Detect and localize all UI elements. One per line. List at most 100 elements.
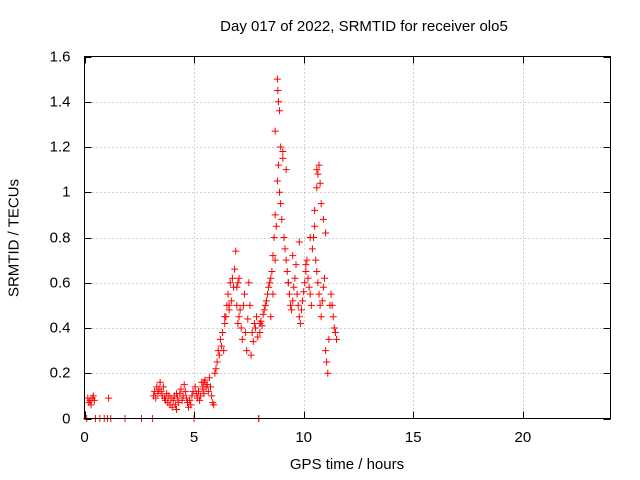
data-point: [205, 374, 213, 382]
data-point: [312, 256, 320, 264]
data-point: [266, 279, 274, 287]
data-point: [305, 283, 313, 291]
data-point: [267, 313, 275, 321]
data-point: [186, 396, 194, 404]
data-point: [330, 324, 338, 332]
y-tick-label: 1.2: [49, 138, 71, 156]
data-point: [246, 301, 254, 309]
data-point: [316, 301, 324, 309]
data-point: [307, 301, 315, 309]
data-point: [277, 143, 285, 151]
data-point: [204, 387, 212, 395]
y-tick-label: 0.2: [49, 364, 71, 382]
data-point: [271, 256, 279, 264]
data-point: [235, 313, 243, 321]
data-point: [200, 378, 208, 386]
data-point: [324, 369, 332, 377]
data-point: [306, 290, 314, 298]
data-point: [319, 283, 327, 291]
data-point: [239, 301, 247, 309]
x-tick-label: 20: [514, 428, 532, 446]
data-point: [235, 274, 243, 282]
x-tick-label: 15: [404, 428, 422, 446]
data-point: [87, 401, 95, 409]
data-point: [282, 166, 290, 174]
data-point: [231, 265, 239, 273]
data-point: [242, 329, 250, 337]
data-point: [319, 215, 327, 223]
data-point: [248, 329, 256, 337]
data-point: [279, 154, 287, 162]
data-point: [295, 313, 303, 321]
data-point: [208, 392, 216, 400]
y-tick-label: 0.6: [49, 274, 71, 292]
data-point: [269, 290, 277, 298]
data-point: [261, 301, 269, 309]
data-point: [253, 313, 261, 321]
data-point: [215, 351, 223, 359]
data-point: [240, 290, 248, 298]
data-point: [178, 396, 186, 404]
data-point: [274, 161, 282, 169]
x-tick-label: 0: [80, 428, 89, 446]
data-point: [196, 396, 204, 404]
grid-lines: [84, 56, 611, 419]
data-point: [282, 256, 290, 264]
tick-marks: [84, 56, 611, 420]
data-point: [314, 170, 322, 178]
data-point: [297, 306, 305, 314]
y-tick-label: 0.4: [49, 319, 71, 337]
data-point: [256, 319, 264, 327]
data-point: [89, 392, 97, 400]
data-point: [269, 252, 277, 260]
data-point: [314, 279, 322, 287]
data-point: [274, 98, 282, 106]
data-point: [180, 381, 188, 389]
data-point: [313, 184, 321, 192]
data-point: [244, 315, 252, 323]
data-point: [300, 288, 308, 296]
data-point: [278, 215, 286, 223]
data-point: [318, 297, 326, 305]
data-point: [259, 310, 267, 318]
data-point: [287, 301, 295, 309]
data-point: [271, 127, 279, 135]
data-point: [322, 347, 330, 355]
data-point: [105, 394, 113, 402]
data-point: [290, 283, 298, 291]
data-point: [221, 319, 229, 327]
data-point: [280, 234, 288, 241]
data-point: [291, 274, 299, 282]
data-point: [237, 324, 245, 332]
data-point: [325, 335, 333, 343]
data-point: [191, 383, 199, 391]
data-point: [281, 245, 289, 253]
data-point: [211, 369, 219, 377]
data-point: [234, 319, 242, 327]
data-point: [220, 347, 228, 355]
data-point: [188, 392, 196, 400]
data-point: [265, 283, 273, 291]
data-point: [302, 267, 310, 275]
data-point: [169, 396, 177, 404]
data-point: [293, 290, 301, 298]
data-point: [177, 385, 185, 393]
plot-frame: [84, 56, 611, 419]
data-point: [251, 324, 259, 332]
data-point: [322, 229, 330, 237]
data-point: [217, 342, 225, 350]
data-point: [292, 261, 300, 269]
data-point: [224, 290, 232, 298]
data-point: [323, 358, 331, 366]
data-point: [289, 297, 297, 305]
data-point: [159, 383, 167, 391]
data-point: [216, 335, 224, 343]
x-tick-label: 5: [189, 428, 199, 446]
data-point: [276, 107, 284, 115]
data-point: [181, 387, 189, 395]
data-point: [306, 234, 314, 241]
data-point: [276, 188, 284, 196]
data-point: [174, 394, 182, 402]
data-point: [320, 274, 328, 282]
data-point: [267, 274, 275, 282]
